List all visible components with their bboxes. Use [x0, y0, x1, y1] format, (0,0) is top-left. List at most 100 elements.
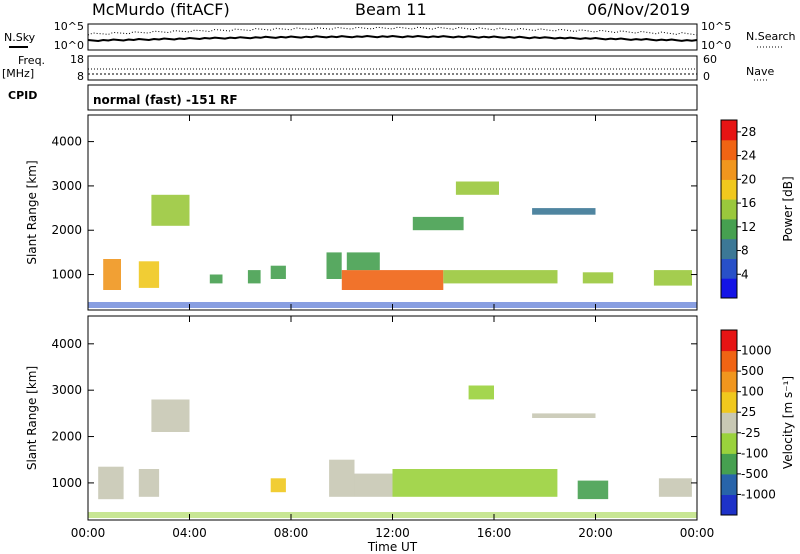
- x-tick-label: 04:00: [172, 526, 207, 540]
- echo-region: [270, 265, 286, 279]
- x-tick-label: 16:00: [477, 526, 512, 540]
- echo-region: [658, 478, 692, 497]
- echo-region: [329, 459, 355, 497]
- y-tick-label: 1000: [51, 476, 82, 490]
- nsky-label: N.Sky: [4, 31, 36, 44]
- nsearch-trace: [87, 26, 698, 36]
- nave-tick-label: 0: [703, 70, 710, 83]
- x-tick-label: 00:00: [71, 526, 106, 540]
- echo-region: [392, 469, 558, 497]
- y-tick-label: 3000: [51, 383, 82, 397]
- echo-region: [443, 270, 558, 284]
- colorbar-tick-label: -100: [741, 446, 768, 460]
- colorbar-tick-label: 28: [741, 125, 756, 139]
- colorbar-segment: [721, 139, 737, 161]
- echo-region: [247, 270, 261, 284]
- colorbar-tick-label: -25: [741, 426, 761, 440]
- echo-region: [341, 270, 444, 290]
- echo-region: [98, 466, 124, 500]
- echo-region: [412, 216, 464, 231]
- colorbar-tick-label: 500: [741, 364, 764, 378]
- freq-label: Freq.: [18, 54, 46, 67]
- nave-label: Nave: [746, 65, 775, 78]
- y-tick-label: 1000: [51, 268, 82, 282]
- x-tick-label: 20:00: [578, 526, 613, 540]
- colorbar-tick-label: 25: [741, 405, 756, 419]
- colorbar-segment: [721, 432, 737, 454]
- echo-region: [326, 252, 342, 279]
- echo-region: [532, 413, 596, 418]
- cpid-label: CPID: [8, 89, 38, 102]
- freq-tick-label: 8: [77, 70, 84, 83]
- nsky-trace: [87, 34, 698, 43]
- echo-region: [468, 385, 494, 400]
- y-axis-label: Slant Range [km]: [25, 366, 39, 470]
- colorbar-frame: [720, 119, 738, 299]
- beam-title: Beam 11: [355, 0, 427, 19]
- y-tick-label: 4000: [51, 135, 82, 149]
- nsearch-tick-label: 10^0: [701, 39, 731, 52]
- date-title: 06/Nov/2019: [587, 0, 691, 19]
- nsky-tick-label: 10^0: [54, 39, 84, 52]
- echo-region: [532, 208, 596, 215]
- colorbar-segment: [721, 159, 737, 180]
- colorbar-frame: [720, 329, 738, 516]
- y-tick-label: 4000: [51, 337, 82, 351]
- echo-region: [270, 478, 286, 493]
- x-tick-label: 12:00: [375, 526, 410, 540]
- colorbar-segment: [721, 199, 737, 220]
- colorbar-segment: [721, 330, 737, 352]
- colorbar-segment: [721, 179, 737, 200]
- nsearch-tick-label: 10^5: [701, 20, 731, 33]
- echo-region: [354, 473, 393, 497]
- nsearch-label: N.Search: [746, 30, 796, 43]
- echo-region: [151, 399, 190, 432]
- colorbar-segment: [721, 412, 737, 434]
- echo-region: [577, 480, 609, 500]
- echo-region: [582, 272, 614, 284]
- echo-region: [653, 270, 692, 286]
- colorbar-tick-label: 24: [741, 149, 756, 163]
- colorbar-segment: [721, 391, 737, 413]
- colorbar-segment: [721, 453, 737, 475]
- station-title: McMurdo (fitACF): [92, 0, 230, 19]
- x-axis-label: Time UT: [367, 540, 418, 554]
- colorbar-tick-label: 8: [741, 244, 749, 258]
- y-axis-label: Slant Range [km]: [25, 160, 39, 264]
- colorbar-tick-label: 1000: [741, 344, 772, 358]
- freq-unit: [MHz]: [2, 67, 35, 80]
- colorbar-segment: [721, 494, 737, 516]
- colorbar-segment: [721, 258, 737, 279]
- y-tick-label: 3000: [51, 179, 82, 193]
- freq-tick-label: 18: [70, 53, 84, 66]
- y-tick-label: 2000: [51, 223, 82, 237]
- echo-region: [103, 259, 121, 290]
- colorbar-segment: [721, 371, 737, 393]
- echo-region: [209, 274, 223, 284]
- echo-region: [346, 252, 380, 271]
- colorbar-tick-label: 16: [741, 196, 756, 210]
- nave-tick-label: 60: [703, 53, 717, 66]
- colorbar-segment: [721, 218, 737, 240]
- x-tick-label: 00:00: [680, 526, 715, 540]
- x-tick-label: 08:00: [274, 526, 309, 540]
- colorbar-segment: [721, 350, 737, 372]
- nsky-tick-label: 10^5: [54, 20, 84, 33]
- colorbar-label: Power [dB]: [781, 176, 795, 241]
- colorbar-tick-label: 4: [741, 267, 749, 281]
- echo-region: [138, 261, 160, 288]
- nsky-panel-frame: [87, 23, 698, 51]
- colorbar-tick-label: -500: [741, 467, 768, 481]
- colorbar-segment: [721, 278, 737, 299]
- y-tick-label: 2000: [51, 430, 82, 444]
- colorbar-segment: [721, 120, 737, 141]
- colorbar-segment: [721, 473, 737, 495]
- freq-panel-frame: [87, 55, 698, 81]
- echo-region: [455, 181, 499, 195]
- cpid-text: normal (fast) -151 RF: [93, 93, 238, 107]
- cpid-panel-frame: [87, 84, 698, 111]
- echo-region: [138, 469, 160, 497]
- echo-region: [151, 194, 190, 226]
- colorbar-segment: [721, 238, 737, 259]
